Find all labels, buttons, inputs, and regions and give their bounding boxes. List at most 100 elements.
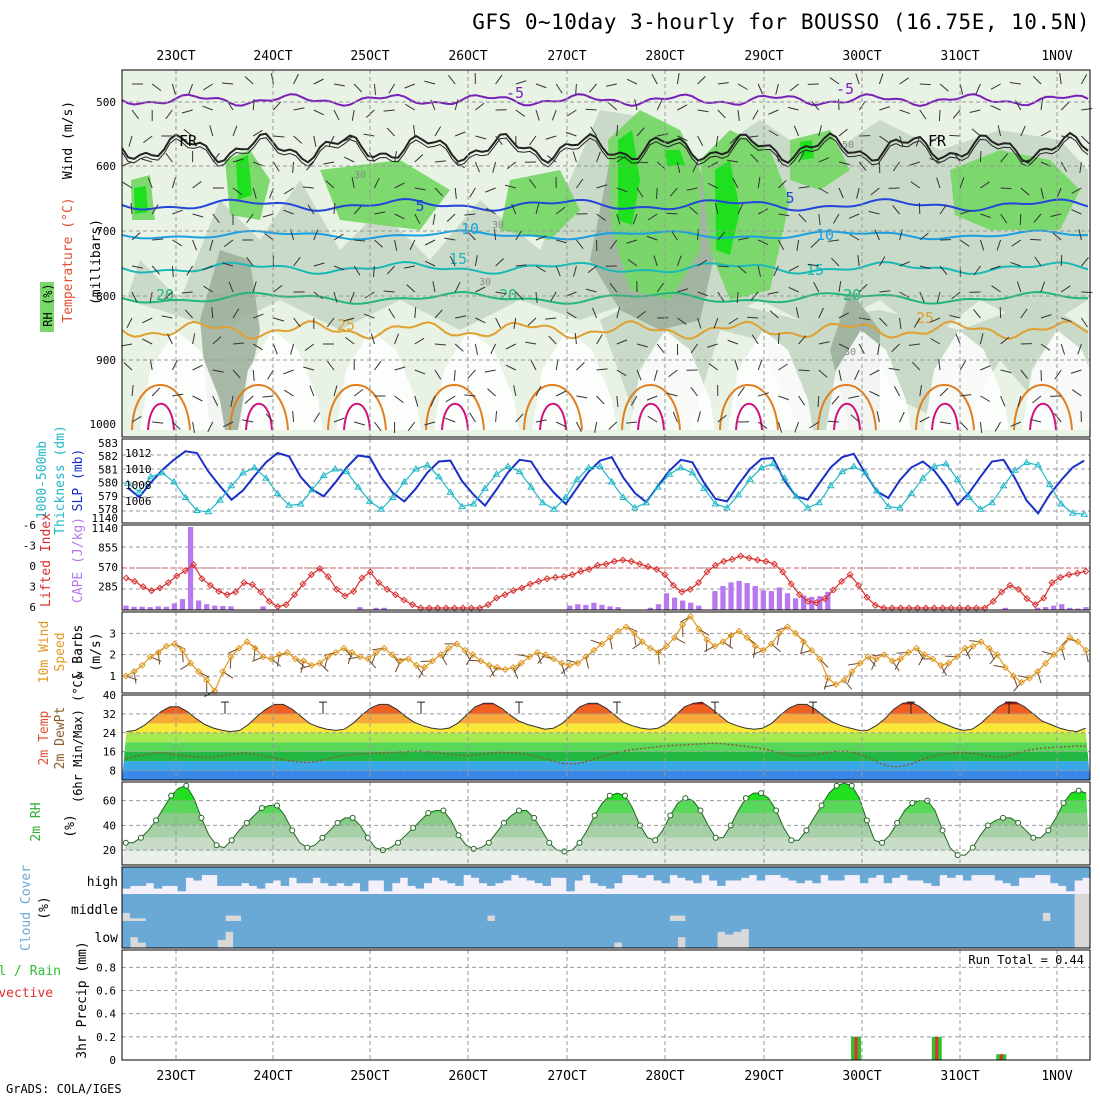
thickness-point-11 bbox=[250, 463, 259, 471]
wind-barb bbox=[1081, 291, 1093, 294]
wind-barb bbox=[1060, 285, 1071, 293]
wind-barb bbox=[1000, 336, 1010, 345]
x-date-bottom-6: 29OCT bbox=[744, 1069, 783, 1084]
wind-barb bbox=[434, 160, 446, 163]
cape-bar-80 bbox=[768, 591, 774, 610]
wind-barb bbox=[272, 343, 278, 355]
cloud-cell-middle-45 bbox=[479, 894, 488, 921]
cloud-cell-low-76 bbox=[725, 921, 734, 935]
wind-barb bbox=[548, 335, 557, 345]
cloud-cell-middle-86 bbox=[804, 894, 813, 921]
wind-barb bbox=[727, 159, 739, 163]
wind-barb bbox=[692, 161, 699, 173]
wind-barb bbox=[1040, 343, 1051, 351]
wind-barb bbox=[386, 265, 395, 275]
cloud-row-label-low: low bbox=[95, 931, 119, 946]
temp-band-4 bbox=[122, 732, 1090, 743]
wind-barb bbox=[172, 209, 183, 215]
wind-barb bbox=[495, 291, 507, 295]
p1-ytick-0: 500 bbox=[96, 96, 116, 109]
wind-barb bbox=[202, 265, 213, 271]
thickness-point-72 bbox=[953, 475, 962, 482]
wind-barb bbox=[1029, 238, 1042, 241]
wind-barb bbox=[973, 265, 981, 276]
wind-barb bbox=[794, 421, 800, 433]
contour-label-1: -5 bbox=[836, 80, 854, 98]
cape-bar-73 bbox=[712, 591, 718, 610]
cloud-cell-middle-30 bbox=[360, 894, 369, 921]
wind-barb bbox=[666, 392, 678, 397]
cloud-cell-middle-92 bbox=[851, 894, 861, 921]
wind-barb bbox=[587, 265, 597, 274]
wind-barb bbox=[1060, 101, 1070, 111]
thickness-point-18 bbox=[331, 465, 340, 472]
wind-barb bbox=[535, 385, 542, 397]
cloud-cell-middle-107 bbox=[970, 894, 980, 921]
cape-bar-115 bbox=[1051, 605, 1057, 610]
wind-barb bbox=[757, 359, 763, 371]
cloud-cell-low-64 bbox=[629, 921, 639, 948]
thickness-point-14 bbox=[285, 501, 293, 508]
wind-barb bbox=[848, 213, 860, 219]
p2-left-tick-3: 580 bbox=[98, 477, 118, 490]
cloud-cell-middle-39 bbox=[431, 894, 440, 921]
thickness-point-44 bbox=[630, 503, 639, 511]
p5-ytick-2: 24 bbox=[103, 727, 117, 740]
wind-barb bbox=[351, 109, 355, 121]
cloud-cell-low-12 bbox=[217, 921, 226, 940]
cape-bar-76 bbox=[736, 580, 742, 610]
wind-barb bbox=[676, 161, 681, 173]
wind-barb bbox=[1000, 213, 1008, 224]
cloud-cell-middle-62 bbox=[613, 894, 623, 921]
wind-barb bbox=[795, 307, 800, 319]
wind10-point-35 bbox=[404, 655, 412, 663]
wind-barb bbox=[850, 414, 860, 423]
wind-barb bbox=[353, 83, 363, 93]
wind-barb bbox=[172, 421, 181, 430]
wind-barb bbox=[980, 365, 991, 371]
contour-label-4: 5 bbox=[415, 197, 424, 215]
wind-barb bbox=[313, 135, 317, 147]
wind10-point-71 bbox=[695, 625, 703, 633]
lifted-index-point-106 bbox=[1014, 585, 1022, 593]
wind-barb bbox=[737, 109, 740, 121]
wind-barb bbox=[915, 135, 921, 147]
wind-barb bbox=[151, 387, 161, 397]
wind10-point-89 bbox=[840, 676, 848, 684]
lifted-index-point-4 bbox=[156, 584, 164, 592]
p1-ytick-1: 600 bbox=[96, 160, 116, 173]
wind-barb bbox=[572, 151, 577, 163]
rh2m-point-76 bbox=[697, 807, 704, 814]
wind-barb bbox=[513, 317, 517, 329]
cloud-cell-middle-73 bbox=[701, 894, 710, 921]
cape-bar-17 bbox=[260, 606, 266, 610]
cloud-cell-high-105 bbox=[955, 867, 964, 876]
cloud-cell-high-74 bbox=[709, 867, 718, 881]
wind-barb bbox=[979, 333, 984, 345]
wind-barb bbox=[388, 83, 396, 94]
p6-ylabel-rh: 2m RH bbox=[29, 802, 44, 841]
wind-barb bbox=[121, 161, 133, 167]
wind-barb bbox=[609, 239, 618, 250]
lifted-index-point-40 bbox=[459, 604, 467, 612]
wind-barb bbox=[576, 239, 584, 249]
p4-bg bbox=[122, 612, 1090, 693]
wind-barb bbox=[1000, 153, 1009, 163]
wind-barb bbox=[919, 291, 925, 303]
lifted-index-point-97 bbox=[939, 604, 947, 612]
cloud-cell-middle-113 bbox=[1018, 894, 1028, 921]
wind-barb bbox=[690, 343, 699, 354]
wind-barb bbox=[212, 395, 219, 407]
thickness-point-13 bbox=[273, 489, 282, 497]
lifted-index-point-59 bbox=[619, 556, 627, 564]
wind10-point-26 bbox=[332, 648, 340, 657]
p5-ytick-4: 40 bbox=[103, 689, 116, 702]
cloud-cell-middle-56 bbox=[566, 894, 575, 921]
wind-barb bbox=[1019, 213, 1022, 226]
cloud-cell-high-51 bbox=[526, 867, 536, 881]
wind-barb bbox=[264, 232, 274, 241]
wind10-point-47 bbox=[501, 666, 509, 674]
wind-barb bbox=[374, 360, 382, 371]
wind-barb bbox=[252, 281, 257, 293]
cloud-cell-low-28 bbox=[344, 921, 353, 948]
